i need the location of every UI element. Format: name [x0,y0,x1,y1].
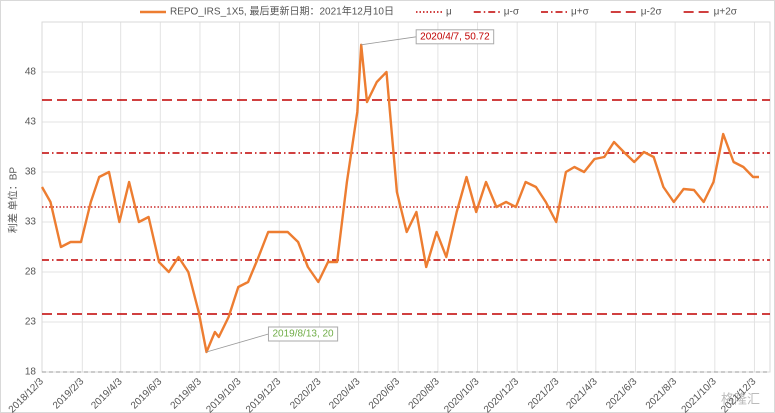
watermark: 格隆汇 [721,391,760,406]
annotation-box [415,29,495,45]
y-axis-label: 利差 单位：BP [7,167,20,233]
y-tick-label: 43 [25,117,37,128]
y-tick-label: 33 [25,217,37,228]
legend-label: μ-2σ [641,7,663,18]
annotation-leader [206,333,269,353]
legend-label: μ+σ [571,7,590,18]
y-tick-label: 23 [25,317,37,328]
y-tick-label: 38 [25,167,37,178]
data-line [40,43,759,354]
annotation-leader [361,36,417,46]
legend-label: μ-σ [504,7,520,18]
legend-label: REPO_IRS_1X5, 最后更新日期：2021年12月10日 [170,5,394,18]
y-tick-label: 18 [25,367,37,378]
annotation-box [267,326,339,342]
legend-label: μ [446,7,452,18]
legend-label: μ+2σ [714,7,738,18]
y-tick-label: 28 [25,267,37,278]
y-tick-label: 48 [25,67,37,78]
annotation-label: 2020/4/7, 50.72 [420,31,490,42]
annotation-label: 2019/8/13, 20 [272,329,334,340]
